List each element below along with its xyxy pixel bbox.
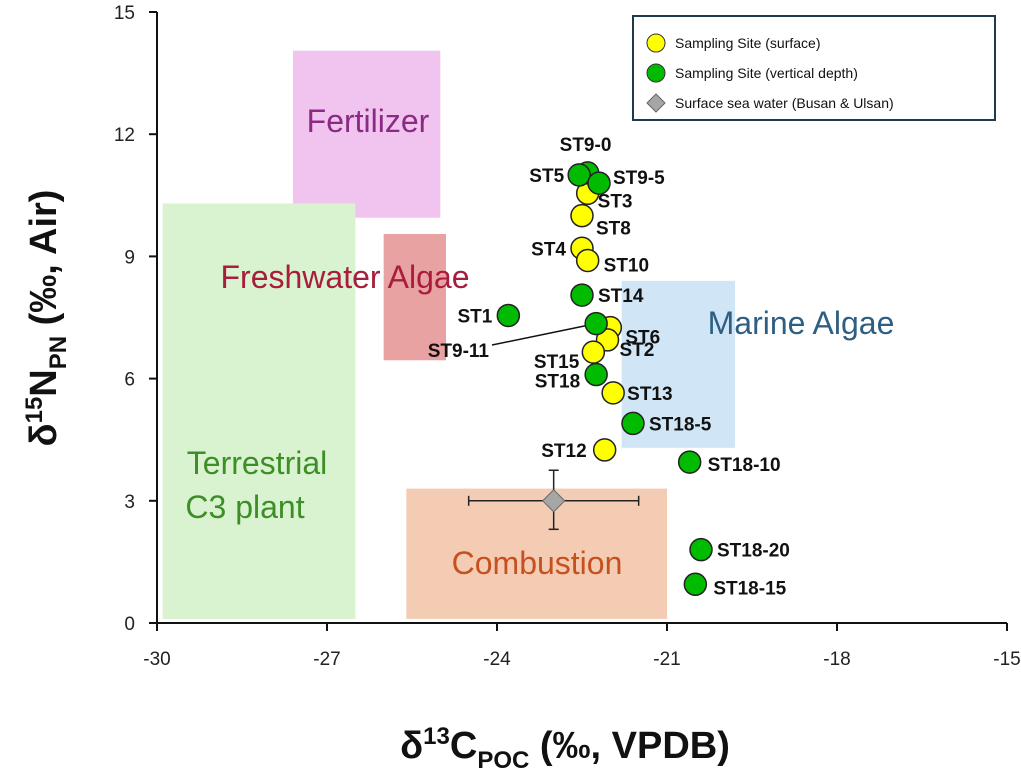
point-label-st18-20: ST18-20 [717, 541, 790, 562]
point-label-st18-5: ST18-5 [649, 414, 712, 435]
data-points [496, 161, 713, 597]
point-st5 [567, 163, 591, 187]
point-label-st9-11: ST9-11 [428, 341, 490, 362]
point-label-st8: ST8 [596, 219, 631, 240]
point-st15 [581, 340, 606, 364]
point-label-st5: ST5 [529, 166, 564, 187]
point-label-st9-5: ST9-5 [613, 168, 665, 189]
y-axis-title-sub: PN [45, 336, 72, 369]
point-st13 [601, 381, 625, 405]
x-tick-label: -15 [993, 649, 1020, 670]
region-fertilizer [293, 50, 441, 218]
y-axis-title-sup: 15 [21, 397, 48, 424]
x-tick-label: -27 [313, 649, 340, 670]
point-label-st9-0: ST9-0 [560, 135, 612, 156]
x-tick-label: -18 [823, 649, 850, 670]
region-label-fertilizer: Fertilizer [307, 103, 430, 139]
y-axis-title-main: N [23, 369, 65, 396]
legend-marker-vertical [646, 63, 666, 83]
y-tick-label: 12 [114, 125, 135, 146]
point-label-st4: ST4 [531, 239, 566, 260]
point-label-st14: ST14 [598, 286, 644, 307]
point-label-st6: ST6 [625, 328, 660, 349]
axis-ticks: -30 -27 -24 -21 -18 -15 0 3 6 9 12 15 [114, 3, 1021, 670]
y-tick-label: 0 [124, 614, 135, 635]
point-label-st15: ST15 [534, 352, 580, 373]
y-axis-title-delta: δ [23, 423, 65, 446]
legend-label-vertical: Sampling Site (vertical depth) [675, 65, 858, 81]
leader-lines [491, 324, 587, 346]
point-label-st1: ST1 [457, 306, 492, 327]
point-label-st18-15: ST18-15 [713, 578, 786, 599]
region-label-terrestrial-c3-plant-line-1: Terrestrial [187, 445, 327, 481]
x-axis-title-rest: (‰, VPDB) [529, 725, 730, 767]
point-st10 [575, 248, 600, 273]
y-tick-label: 15 [114, 3, 135, 24]
leader-line-st9-11 [491, 324, 587, 346]
legend-label-seawater: Surface sea water (Busan & Ulsan) [675, 95, 894, 111]
point-st1 [496, 303, 521, 328]
y-tick-label: 3 [124, 492, 135, 513]
region-freshwater-algae [383, 233, 446, 361]
point-st9-11 [584, 311, 608, 336]
point-st18-10 [677, 450, 702, 474]
point-st14 [570, 283, 594, 307]
y-tick-label: 9 [124, 247, 135, 268]
region-label-terrestrial-c3-plant-line-2: C3 plant [185, 489, 304, 525]
y-tick-label: 6 [124, 370, 135, 391]
point-surface-sea-water [541, 489, 566, 513]
legend-box [632, 15, 996, 121]
point-label-st13: ST13 [627, 384, 672, 405]
point-st18-5 [621, 411, 645, 436]
region-label-freshwater-algae: Freshwater Algae [220, 259, 469, 295]
x-tick-label: -30 [143, 649, 170, 670]
point-st8 [570, 203, 594, 228]
point-st18-20 [689, 537, 713, 562]
point-label-st2: ST2 [620, 340, 655, 361]
legend-label-surface: Sampling Site (surface) [675, 35, 821, 51]
x-axis-title-main: C [450, 725, 477, 767]
point-label-st10: ST10 [604, 255, 649, 276]
point-label-st12: ST12 [541, 441, 586, 462]
legend-marker-seawater [646, 93, 666, 113]
axes [156, 12, 1007, 624]
point-st18-15 [683, 572, 708, 597]
x-axis-title-sup: 13 [423, 723, 450, 750]
point-st12 [592, 438, 617, 462]
x-axis-title-sub: POC [477, 747, 529, 773]
point-st9-5 [587, 171, 611, 195]
x-tick-label: -21 [653, 649, 680, 670]
y-axis-title-rest: (‰, Air) [23, 190, 65, 336]
x-axis-title: δ13CPOC (‰, VPDB) [400, 723, 730, 773]
point-label-st18-10: ST18-10 [708, 455, 781, 476]
x-tick-label: -24 [483, 649, 511, 670]
region-label-combustion: Combustion [452, 545, 623, 581]
legend: Sampling Site (surface) Sampling Site (v… [632, 15, 996, 121]
region-terrestrial-c3-plant [162, 203, 356, 619]
point-label-st18: ST18 [535, 372, 580, 393]
point-label-st3: ST3 [598, 191, 633, 212]
y-axis-title: δ15NPN (‰, Air) [21, 190, 72, 447]
region-label-marine-algae: Marine Algae [708, 305, 895, 341]
point-st18 [584, 362, 608, 387]
source-regions: Fertilizer Freshwater Algae Terrestrial C3 … [162, 50, 895, 619]
region-combustion [406, 488, 667, 619]
x-axis-title-delta: δ [400, 725, 423, 767]
legend-marker-surface [646, 33, 666, 53]
